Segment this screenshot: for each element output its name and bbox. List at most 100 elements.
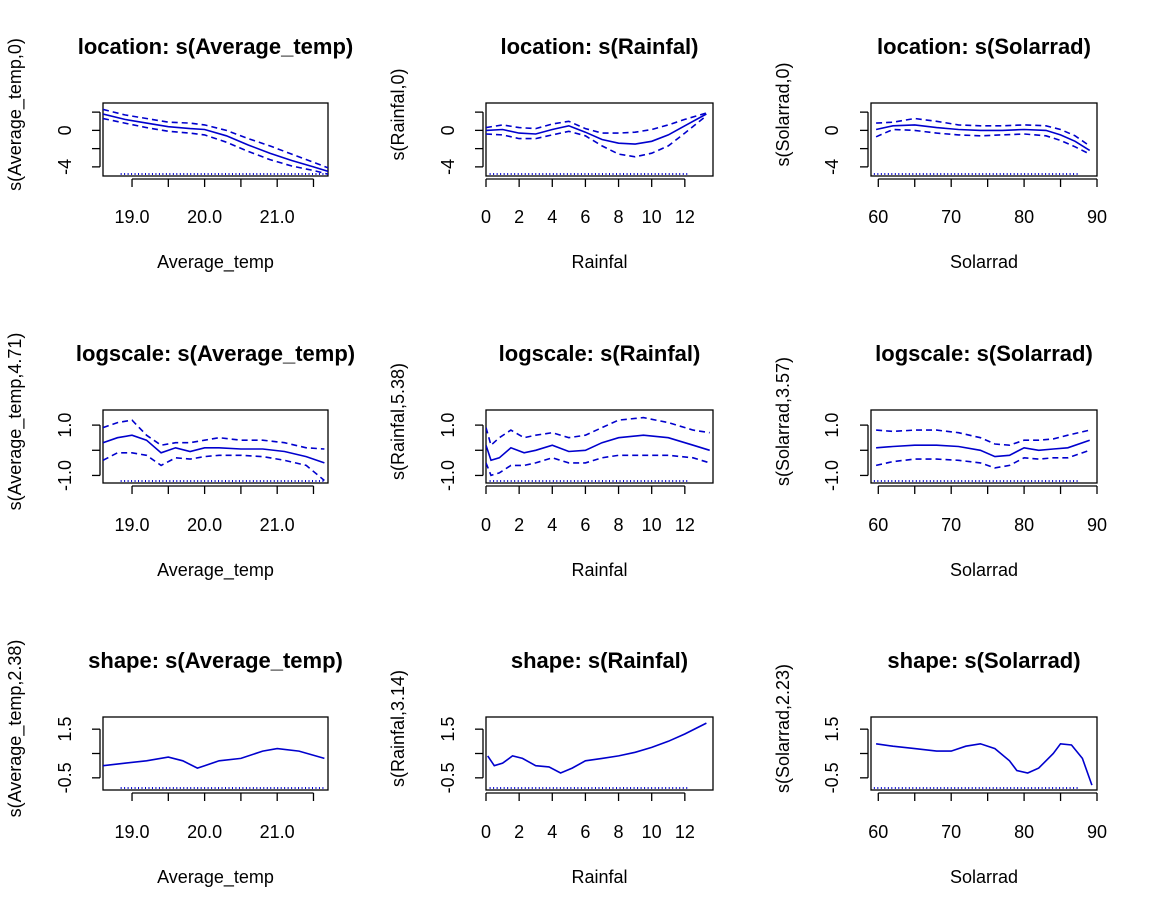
plot-frame <box>102 716 329 791</box>
x-tick-label: 2 <box>514 207 524 227</box>
confidence-band-line <box>876 429 1090 447</box>
panel-title: shape: s(Rainfal) <box>511 648 688 673</box>
y-tick-label: 1.0 <box>438 413 458 438</box>
y-tick-label: -4 <box>822 159 842 175</box>
plot-frame <box>485 102 714 177</box>
x-tick-label: 19.0 <box>115 515 150 535</box>
smooth-fit-line <box>103 434 325 464</box>
y-tick-label: -0.5 <box>822 762 842 793</box>
panel-9: shape: s(Solarrad) 60 70 80 90 -0.5 1.5 Solarra… <box>773 648 1107 887</box>
x-tick-label: 21.0 <box>260 822 295 842</box>
y-tick-label: -4 <box>438 159 458 175</box>
x-tick-label: 8 <box>614 515 624 535</box>
confidence-band-line <box>103 451 325 482</box>
smooth-fit-line <box>875 742 1093 786</box>
x-axis-label: Average_temp <box>157 560 274 581</box>
panel-4: logscale: s(Average_temp) 19.0 20.0 21.0 -1.… <box>5 333 355 581</box>
y-axis-label: s(Rainfal,0) <box>388 68 408 160</box>
panel-5: logscale: s(Rainfal) 0 2 4 6 8 10 12 -1.0 1.0 Rain… <box>388 341 714 580</box>
smooth-fit-line <box>103 747 325 769</box>
y-tick-label: -0.5 <box>55 762 75 793</box>
plot-frame <box>485 716 714 791</box>
panel-title: logscale: s(Rainfal) <box>499 341 701 366</box>
y-axis-label: s(Solarrad,0) <box>773 62 793 166</box>
panel-title: shape: s(Average_temp) <box>88 648 343 673</box>
x-axis-label: Solarrad <box>950 867 1018 887</box>
y-tick-label: 0 <box>822 125 842 135</box>
x-tick-label: 10 <box>642 822 662 842</box>
confidence-band-line <box>486 115 707 158</box>
rug-marks <box>489 787 688 789</box>
panel-title: logscale: s(Average_temp) <box>76 341 355 366</box>
x-tick-label: 4 <box>547 207 557 227</box>
y-tick-label: 1.5 <box>822 717 842 742</box>
x-tick-label: 0 <box>481 207 491 227</box>
y-axis-label: s(Average_temp,2.38) <box>5 640 26 818</box>
panel-title: shape: s(Solarrad) <box>887 648 1080 673</box>
x-tick-label: 20.0 <box>187 822 222 842</box>
panel-title: logscale: s(Solarrad) <box>875 341 1093 366</box>
x-tick-label: 80 <box>1014 207 1034 227</box>
x-axis-label: Average_temp <box>157 252 274 273</box>
y-tick-label: -0.5 <box>438 762 458 793</box>
x-tick-label: 6 <box>580 207 590 227</box>
smooth-fit-line <box>486 113 707 145</box>
x-tick-label: 70 <box>941 822 961 842</box>
x-tick-label: 21.0 <box>260 515 295 535</box>
confidence-band-line <box>103 117 328 175</box>
x-tick-label: 19.0 <box>115 207 150 227</box>
x-tick-label: 90 <box>1087 515 1107 535</box>
panel-7: shape: s(Average_temp) 19.0 20.0 21.0 -0.5 1.… <box>5 640 343 888</box>
y-tick-label: -1.0 <box>55 460 75 491</box>
x-axis-label: Average_temp <box>157 867 274 888</box>
y-tick-label: 1.0 <box>822 413 842 438</box>
rug-marks <box>120 787 324 789</box>
confidence-band-line <box>103 419 325 450</box>
y-axis-label: s(Rainfal,3.14) <box>388 670 408 787</box>
x-tick-label: 4 <box>547 515 557 535</box>
smooth-fit-line <box>876 439 1090 458</box>
y-axis-label: s(Rainfal,5.38) <box>388 363 408 480</box>
y-axis-label: s(Average_temp,0) <box>5 38 26 191</box>
smooth-fit-line <box>486 434 710 462</box>
x-tick-label: 4 <box>547 822 557 842</box>
plot-frame <box>485 409 714 484</box>
x-tick-label: 21.0 <box>260 207 295 227</box>
plot-frame <box>102 409 329 484</box>
x-tick-label: 10 <box>642 515 662 535</box>
panel-title: location: s(Solarrad) <box>877 34 1091 59</box>
confidence-band-line <box>875 449 1090 469</box>
rug-marks <box>120 480 324 482</box>
x-tick-label: 80 <box>1014 822 1034 842</box>
smooth-fit-line <box>875 124 1091 152</box>
x-tick-label: 6 <box>580 515 590 535</box>
rug-marks <box>489 173 688 175</box>
smooth-fit-line <box>103 113 328 173</box>
x-tick-label: 80 <box>1014 515 1034 535</box>
rug-marks <box>873 787 1078 789</box>
y-axis-label: s(Solarrad,3.57) <box>773 357 793 486</box>
y-axis-label: s(Solarrad,2.23) <box>773 664 793 793</box>
panel-8: shape: s(Rainfal) 0 2 4 6 8 10 12 -0.5 1.5 Rainfal… <box>388 648 714 887</box>
panel-2: location: s(Rainfal) 0 2 4 6 8 10 12 -4 0 Rainfal s… <box>388 34 714 272</box>
plot-frame <box>102 102 329 177</box>
rug-marks <box>873 173 1078 175</box>
x-tick-label: 70 <box>941 207 961 227</box>
confidence-band-line <box>486 416 710 447</box>
x-tick-label: 90 <box>1087 822 1107 842</box>
x-tick-label: 2 <box>514 822 524 842</box>
confidence-band-line <box>486 454 710 477</box>
x-tick-label: 8 <box>614 822 624 842</box>
x-tick-label: 20.0 <box>187 515 222 535</box>
y-tick-label: 1.5 <box>438 717 458 742</box>
x-tick-label: 0 <box>481 822 491 842</box>
x-tick-label: 70 <box>941 515 961 535</box>
x-tick-label: 12 <box>675 515 695 535</box>
x-axis-label: Rainfal <box>571 560 627 580</box>
x-axis-label: Solarrad <box>950 560 1018 580</box>
x-tick-label: 12 <box>675 822 695 842</box>
x-tick-label: 0 <box>481 515 491 535</box>
plot-frame <box>870 102 1098 177</box>
y-tick-label: 1.5 <box>55 717 75 742</box>
